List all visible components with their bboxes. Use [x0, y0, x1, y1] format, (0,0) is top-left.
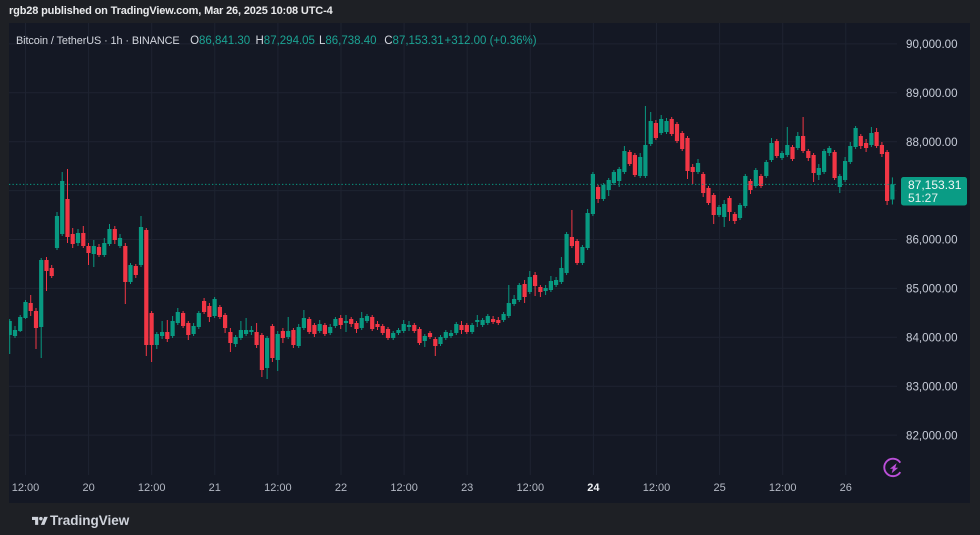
svg-text:12:00: 12:00	[264, 482, 292, 494]
svg-text:88,000.00: 88,000.00	[906, 136, 958, 149]
svg-text:87,153.31: 87,153.31	[908, 178, 962, 192]
svg-text:12:00: 12:00	[517, 482, 545, 494]
svg-text:12:00: 12:00	[12, 482, 40, 494]
svg-text:85,000.00: 85,000.00	[906, 283, 958, 296]
svg-text:86,000.00: 86,000.00	[906, 234, 958, 247]
svg-text:20: 20	[82, 482, 94, 494]
svg-text:12:00: 12:00	[643, 482, 671, 494]
svg-text:83,000.00: 83,000.00	[906, 380, 958, 393]
svg-text:89,000.00: 89,000.00	[906, 87, 958, 100]
svg-text:24: 24	[587, 482, 600, 494]
svg-text:23: 23	[461, 482, 473, 494]
svg-text:12:00: 12:00	[138, 482, 166, 494]
svg-text:21: 21	[209, 482, 221, 494]
svg-text:90,000.00: 90,000.00	[906, 38, 958, 51]
svg-text:12:00: 12:00	[769, 482, 797, 494]
svg-text:82,000.00: 82,000.00	[906, 429, 958, 442]
svg-text:25: 25	[713, 482, 725, 494]
svg-text:22: 22	[335, 482, 347, 494]
svg-text:12:00: 12:00	[390, 482, 418, 494]
svg-text:84,000.00: 84,000.00	[906, 332, 958, 345]
svg-text:26: 26	[840, 482, 852, 494]
svg-text:51:27: 51:27	[908, 191, 938, 205]
